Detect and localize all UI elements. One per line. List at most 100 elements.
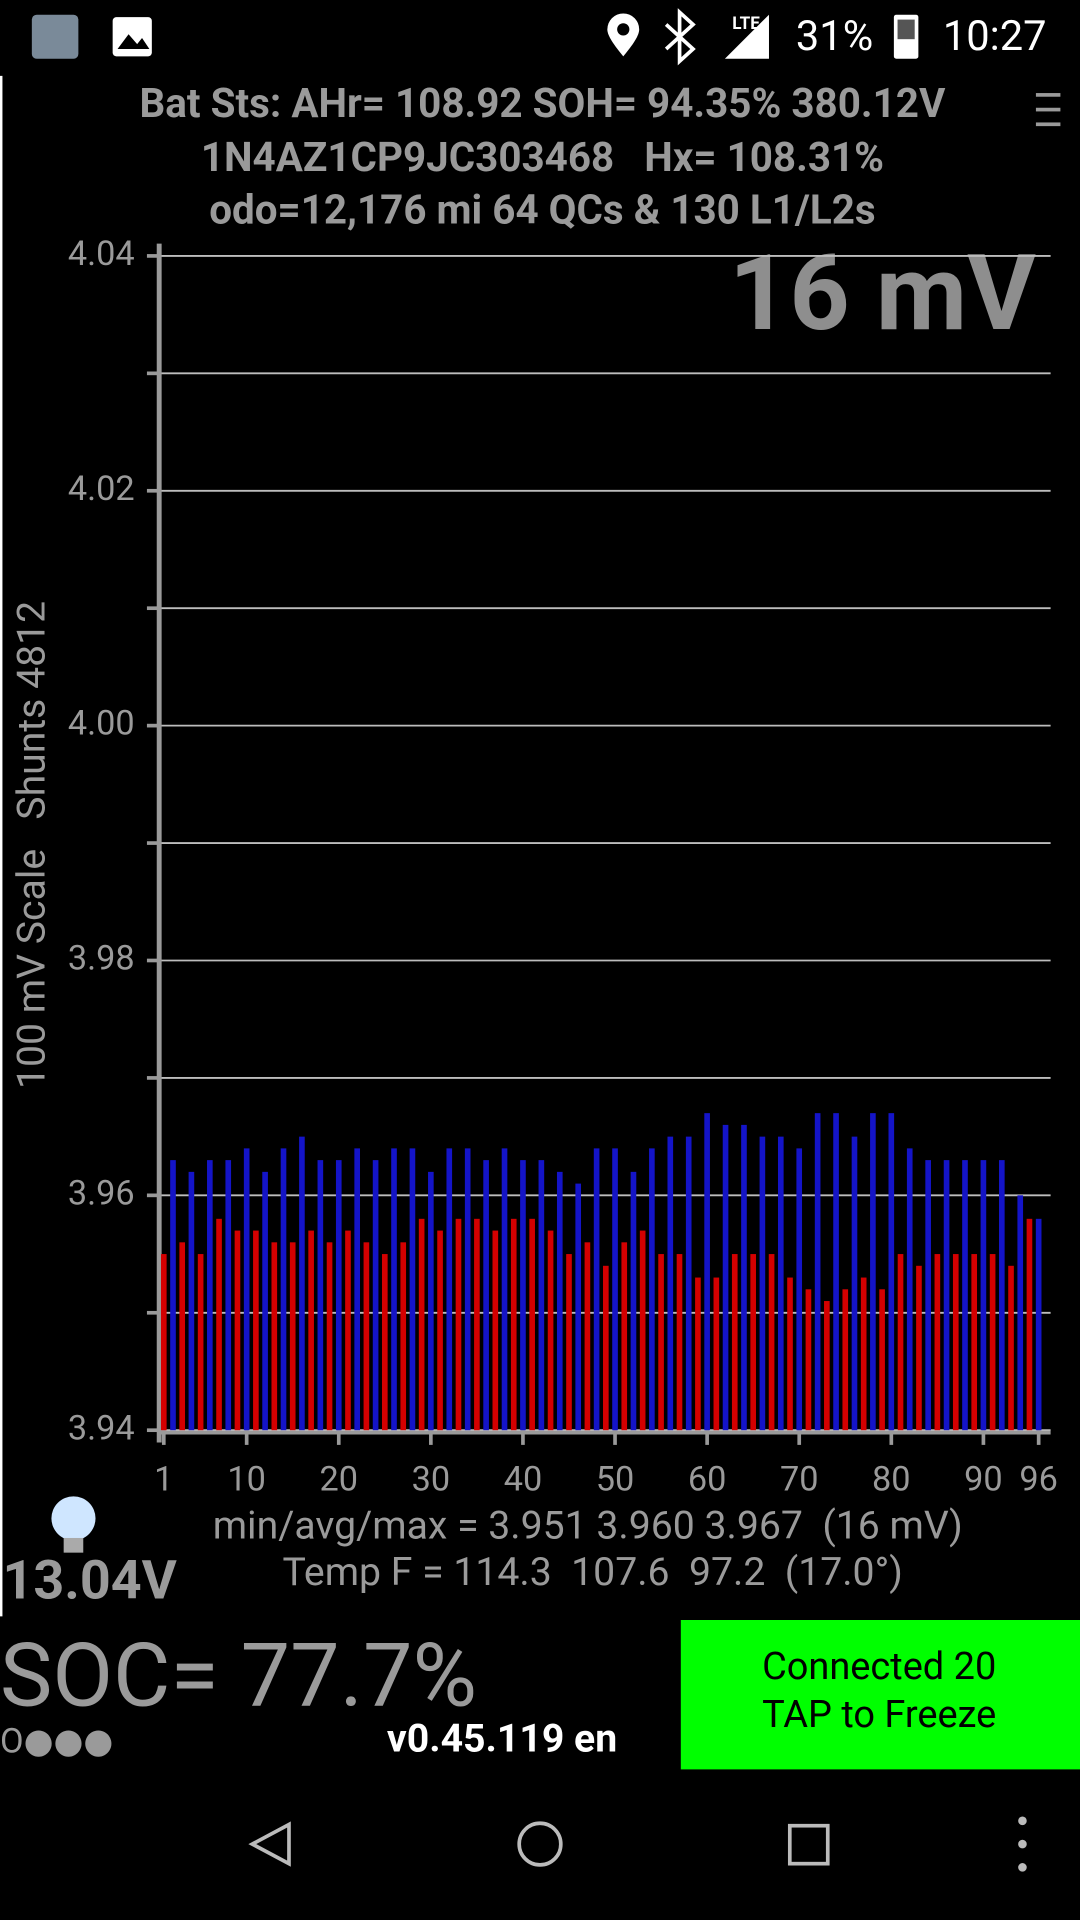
cell-bar — [750, 1254, 756, 1431]
cell-bar — [243, 1148, 250, 1431]
cell-bar — [943, 1160, 950, 1431]
cell-bar — [658, 1254, 664, 1431]
cell-bar — [796, 1148, 803, 1431]
x-tick-label: 90 — [964, 1460, 1003, 1500]
cell-bar — [326, 1242, 333, 1431]
y-tick-label: 3.96 — [68, 1173, 135, 1213]
cell-bar — [1026, 1218, 1033, 1431]
cell-bar — [584, 1242, 591, 1431]
vin: 1N4AZ1CP9JC303468 Hx= 108.31% — [201, 134, 884, 181]
nav-bar — [248, 1816, 1027, 1872]
cell-bar — [556, 1171, 563, 1431]
cell-bar — [501, 1148, 508, 1431]
nav-back[interactable] — [248, 1821, 291, 1867]
cell-bar — [170, 1160, 176, 1431]
cell-bar — [492, 1230, 499, 1431]
cell-bar — [676, 1254, 683, 1431]
cell-bar — [455, 1218, 462, 1431]
y-axis-label: 100 mV Scale Shunts 4812 — [9, 601, 55, 1089]
cell-bar — [400, 1242, 407, 1431]
cell-bar — [428, 1171, 434, 1431]
cell-bar — [768, 1254, 775, 1431]
y-tick-label: 4.00 — [68, 704, 135, 744]
cell-bar — [824, 1301, 830, 1431]
bulb-icon[interactable] — [51, 1496, 96, 1553]
cell-bar — [345, 1230, 351, 1431]
cell-bar — [299, 1136, 305, 1431]
x-tick-label: 70 — [780, 1460, 819, 1500]
cell-bar — [575, 1183, 582, 1431]
cell-bar — [980, 1160, 987, 1431]
cell-bar — [685, 1136, 692, 1431]
signal-dots: O●●● — [0, 1722, 113, 1762]
cell-bar — [372, 1160, 379, 1431]
cell-bar — [612, 1148, 618, 1431]
cell-bar — [271, 1242, 278, 1431]
x-tick-label: 60 — [688, 1460, 727, 1500]
cell-bar — [381, 1254, 388, 1431]
cell-bar — [437, 1230, 443, 1431]
button-line2[interactable]: TAP to Freeze — [762, 1693, 996, 1737]
spread-annotation: 16 mV — [729, 231, 1036, 355]
clock: 10:27 — [943, 12, 1047, 61]
cell-bar — [335, 1160, 342, 1431]
cell-bar — [262, 1171, 268, 1431]
cell-bar — [704, 1113, 710, 1431]
x-tick-label: 20 — [320, 1460, 359, 1500]
cell-bar — [464, 1148, 471, 1431]
cell-bar — [731, 1254, 738, 1431]
cell-bar — [639, 1230, 646, 1431]
cell-bar — [1035, 1218, 1042, 1431]
cell-bar — [289, 1242, 296, 1431]
cell-bar — [989, 1254, 996, 1431]
cell-bar — [547, 1230, 554, 1431]
cell-bar — [483, 1160, 489, 1431]
cell-bar — [777, 1136, 784, 1431]
cell-bar — [354, 1148, 360, 1431]
cell-bar — [952, 1254, 959, 1431]
cell-stats: min/avg/max = 3.951 3.960 3.967 (16 mV) — [213, 1503, 963, 1549]
cell-bar — [234, 1230, 241, 1431]
cell-bar — [317, 1160, 324, 1431]
cell-bar — [1017, 1195, 1024, 1431]
cell-bar — [538, 1160, 545, 1431]
cell-bar — [741, 1124, 747, 1431]
button-background[interactable] — [680, 1620, 1080, 1770]
cell-bar — [216, 1218, 222, 1431]
cell-bar — [253, 1230, 259, 1431]
version: v0.45.119 en — [387, 1716, 617, 1762]
cell-bar — [446, 1148, 453, 1431]
battery-status: Bat Sts: AHr= 108.92 SOH= 94.35% 380.12V — [140, 80, 946, 127]
network-type: LTE — [732, 14, 760, 34]
cell-bar — [814, 1113, 821, 1431]
cell-bar — [418, 1218, 425, 1431]
cell-bar — [667, 1136, 674, 1431]
cell-bar — [391, 1148, 397, 1431]
cell-bar — [197, 1254, 204, 1431]
menu-button[interactable] — [1035, 93, 1061, 127]
cell-bar — [805, 1289, 812, 1431]
cell-bar — [759, 1136, 766, 1431]
x-tick-label: 40 — [504, 1460, 543, 1500]
cell-bar — [713, 1277, 720, 1431]
battery-percent: 31% — [796, 12, 873, 61]
nav-recents[interactable] — [787, 1823, 830, 1866]
button-line1[interactable]: Connected 20 — [762, 1645, 996, 1689]
y-tick-label: 3.94 — [68, 1408, 135, 1448]
x-tick-label: 30 — [412, 1460, 451, 1500]
cell-bar — [160, 1254, 167, 1431]
cell-bar — [888, 1113, 895, 1431]
cell-bar — [529, 1218, 535, 1431]
nav-home[interactable] — [517, 1821, 563, 1867]
cell-bar — [409, 1148, 416, 1431]
chart: 100 mV Scale Shunts 4812 16 mV 3.94 3.96 3… — [9, 231, 1058, 1500]
cell-bar — [879, 1289, 885, 1431]
freeze-button[interactable]: Connected 20 TAP to Freeze — [680, 1620, 1080, 1770]
nav-menu[interactable] — [1018, 1816, 1027, 1872]
cell-bar — [188, 1171, 195, 1431]
cell-bar — [695, 1277, 701, 1431]
temperature: Temp F = 114.3 107.6 97.2 (17.0°) — [282, 1549, 902, 1595]
cell-bar — [474, 1218, 480, 1431]
x-tick-label: 10 — [227, 1460, 266, 1500]
